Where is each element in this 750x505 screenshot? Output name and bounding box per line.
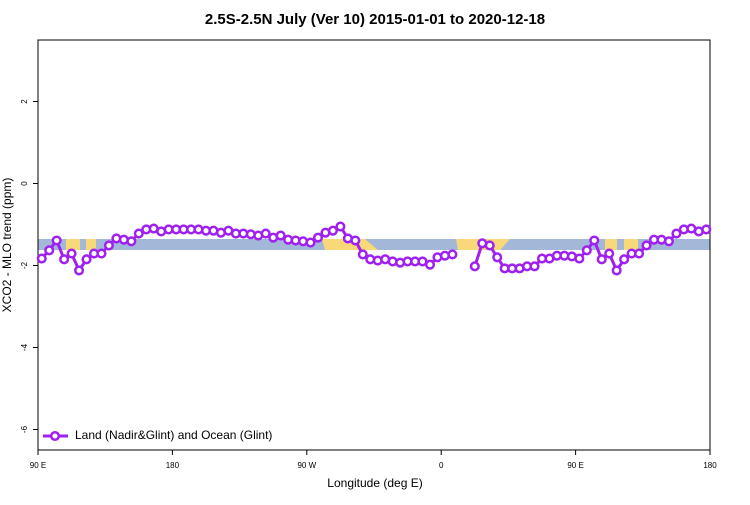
point [701,224,712,235]
x-tick-label: 90 E [30,461,46,470]
chart-title: 2.5S-2.5N July (Ver 10) 2015-01-01 to 20… [205,11,545,28]
x-tick-label: 0 [439,461,444,470]
point [96,248,107,259]
point [327,225,338,236]
point [529,261,540,272]
point [492,252,503,263]
point [350,235,361,246]
point [469,261,480,272]
land-band [322,239,378,250]
point [305,237,316,248]
x-tick-label: 90 W [297,461,316,470]
y-tick-label: -2 [20,261,29,269]
y-tick-label: -6 [20,425,29,433]
point [312,232,324,243]
legend-marker [49,430,61,442]
point [44,245,55,256]
y-tick-label: 0 [20,181,29,186]
point [103,240,114,251]
point [260,228,271,239]
point [574,253,585,264]
point [51,235,62,246]
point [133,228,144,239]
point [581,245,592,256]
land-band [605,239,617,250]
point [447,249,458,260]
point [663,236,674,247]
point [424,259,436,270]
land-band [66,239,80,250]
point [81,254,92,265]
point [36,253,47,264]
x-tick-label: 180 [166,461,180,470]
point [671,228,682,239]
ocean-band [38,239,710,250]
land-band [624,239,638,250]
x-axis-label: Longitude (deg E) [327,476,422,490]
point [611,265,622,276]
y-axis-label: XCO2 - MLO trend (ppm) [0,178,14,313]
point [74,265,85,276]
y-tick-label: 2 [20,99,29,104]
legend-label: Land (Nadir&Glint) and Ocean (Glint) [75,428,272,442]
point [634,248,645,259]
y-tick-label: -4 [20,343,29,351]
point [357,249,368,260]
point [59,254,70,265]
point [589,235,600,246]
land-band [86,239,96,250]
point [335,221,346,232]
point [641,240,652,251]
plot-frame [37,39,711,451]
point [596,254,607,265]
point [66,248,77,259]
point [484,240,495,251]
point [275,230,286,241]
point [619,254,630,265]
point [126,236,137,247]
point [604,248,615,259]
x-tick-label: 180 [703,461,717,470]
surface-band [38,239,710,250]
x-tick-label: 90 E [567,461,583,470]
